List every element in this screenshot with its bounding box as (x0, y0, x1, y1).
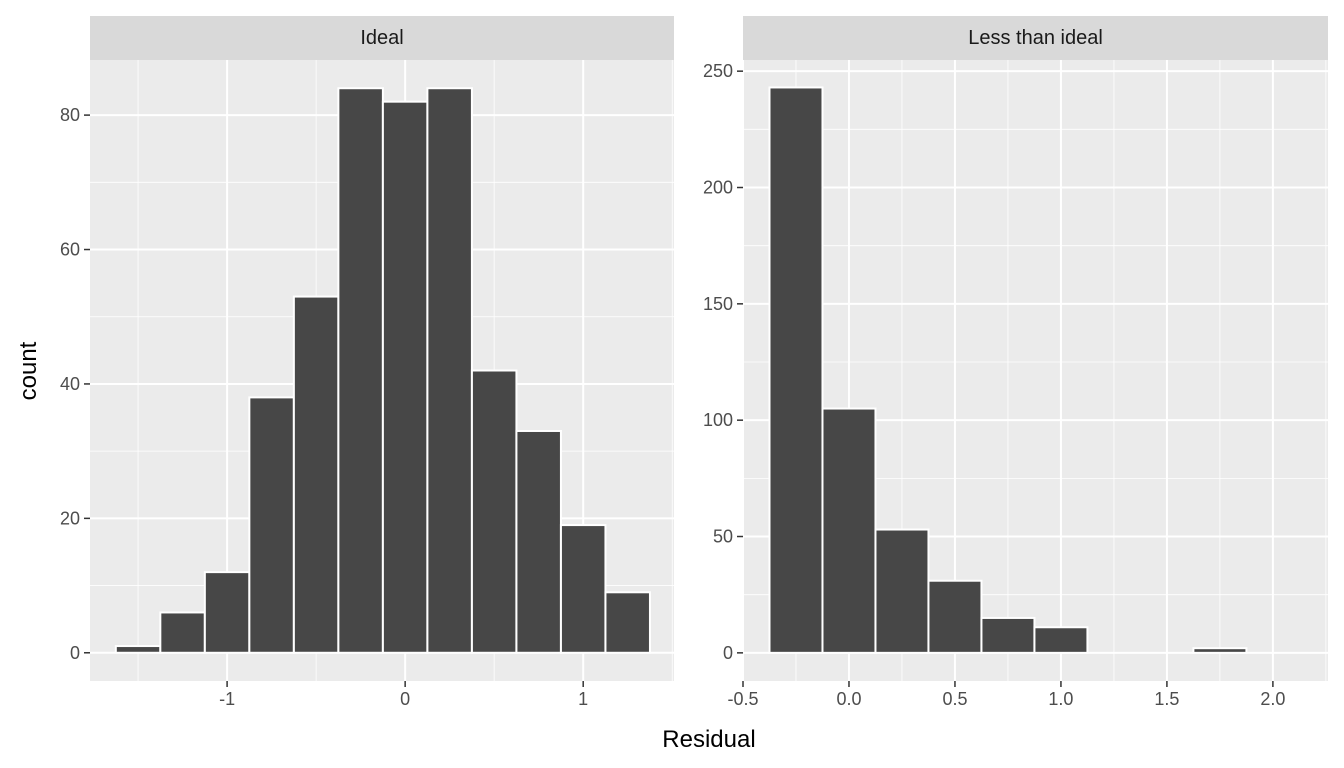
histogram-bar-less-than-ideal (874, 528, 930, 654)
x-tick-label: 1 (578, 689, 588, 709)
histogram-bar-ideal (604, 591, 651, 654)
x-tick-label: 0 (400, 689, 410, 709)
histogram-bar-less-than-ideal (821, 407, 877, 654)
x-axis-less-than-ideal: -0.5 0.0 0.5 1.0 1.5 2.0 (727, 681, 1285, 709)
x-tick-label: 1.0 (1048, 689, 1073, 709)
bars-less-than-ideal (768, 86, 1248, 654)
histogram-bar-ideal (337, 87, 384, 654)
y-tick-label: 0 (70, 643, 80, 663)
strip-label-ideal: Ideal (360, 27, 403, 49)
histogram-bar-ideal (381, 100, 429, 654)
histogram-bar-ideal (248, 396, 295, 654)
x-tick-label: 0.5 (942, 689, 967, 709)
histogram-bar-ideal (559, 524, 607, 654)
y-tick-label: 80 (60, 105, 80, 125)
x-tick-label: -1 (219, 689, 235, 709)
y-axis-less-than-ideal: 0 50 100 150 200 250 (703, 61, 743, 663)
histogram-bar-less-than-ideal (927, 579, 983, 654)
strip-label-less-than-ideal: Less than ideal (968, 27, 1103, 49)
histogram-bar-less-than-ideal (980, 616, 1036, 654)
y-tick-label: 60 (60, 240, 80, 260)
x-tick-label: 2.0 (1260, 689, 1285, 709)
bars-ideal (114, 87, 651, 654)
histogram-bar-ideal (114, 645, 162, 654)
y-tick-label: 0 (723, 643, 733, 663)
y-tick-label: 150 (703, 294, 733, 314)
histogram-bar-less-than-ideal (768, 86, 824, 654)
y-tick-label: 250 (703, 61, 733, 81)
strip-background-ideal (90, 16, 674, 60)
y-tick-label: 100 (703, 410, 733, 430)
histogram-bar-ideal (515, 429, 562, 654)
histogram-bar-ideal (292, 295, 340, 654)
y-axis-ideal: 0 20 40 60 80 (60, 105, 90, 663)
panel-less-than-ideal: Less than ideal 0 50 100 150 200 250 -0.5 0.0 0… (703, 16, 1328, 709)
histogram-bar-ideal (203, 571, 251, 654)
histogram-bar-less-than-ideal (1192, 647, 1248, 654)
histogram-bar-ideal (426, 87, 473, 654)
histogram-bar-less-than-ideal (1033, 626, 1089, 654)
y-tick-label: 50 (713, 527, 733, 547)
x-axis-title: Residual (662, 726, 755, 753)
panel-ideal: Ideal 0 20 40 60 80 -1 0 1 (60, 16, 674, 709)
histogram-bar-ideal (470, 369, 518, 654)
histogram-bar-ideal (159, 611, 206, 654)
x-tick-label: -0.5 (727, 689, 758, 709)
y-tick-label: 40 (60, 374, 80, 394)
x-tick-label: 1.5 (1154, 689, 1179, 709)
y-axis-title: count (15, 341, 42, 400)
x-axis-ideal: -1 0 1 (219, 681, 588, 709)
y-tick-label: 200 (703, 178, 733, 198)
y-tick-label: 20 (60, 508, 80, 528)
strip-background-less-than-ideal (743, 16, 1328, 60)
x-tick-label: 0.0 (836, 689, 861, 709)
